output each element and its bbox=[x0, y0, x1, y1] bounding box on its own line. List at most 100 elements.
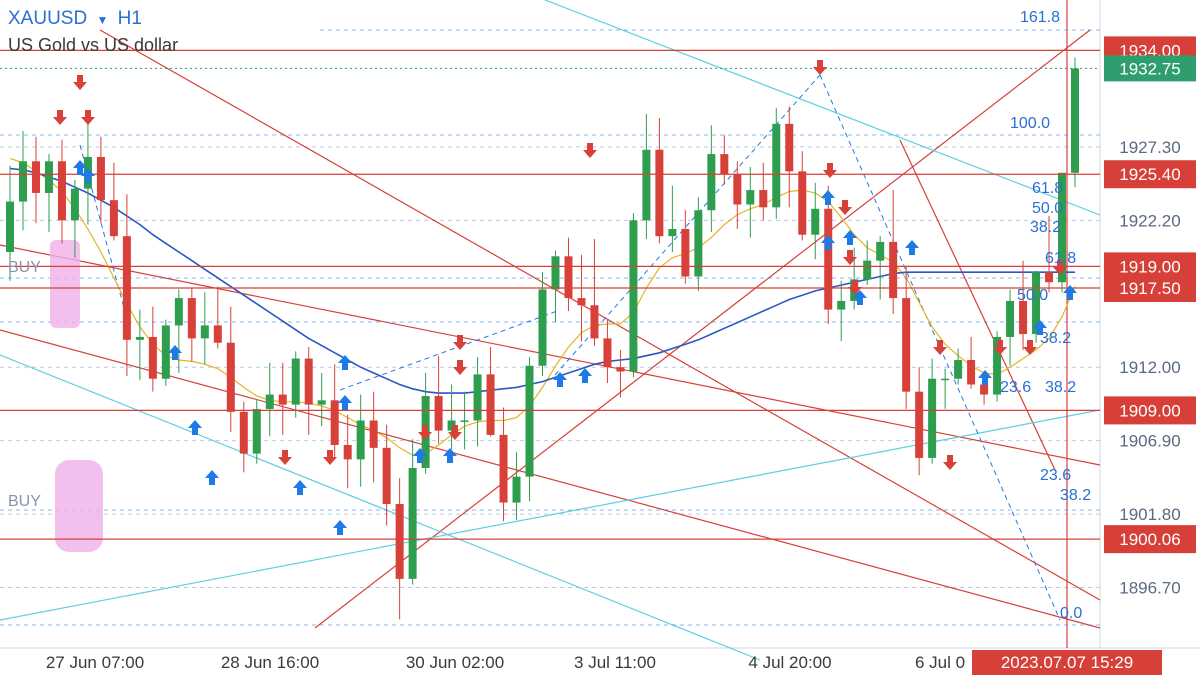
fib-label: 38.2 bbox=[1045, 379, 1076, 396]
buy-signal-icon bbox=[853, 290, 867, 305]
current-price-label: 1932.75 bbox=[1119, 59, 1180, 78]
sell-signal-icon bbox=[933, 340, 947, 355]
candlesticks bbox=[6, 57, 1079, 620]
candle-body bbox=[486, 374, 495, 435]
x-tick-label: 3 Jul 11:00 bbox=[574, 653, 656, 672]
candle-body bbox=[733, 174, 742, 205]
candle-body bbox=[382, 447, 391, 504]
fib-label: 100.0 bbox=[1010, 115, 1050, 132]
price-axis: 1927.30 1922.20 1912.00 1906.90 1901.80 1896.… bbox=[1119, 138, 1180, 598]
candle-body bbox=[226, 342, 235, 412]
candle-body bbox=[915, 391, 924, 458]
candle-body bbox=[642, 149, 651, 221]
candle-body bbox=[499, 434, 508, 503]
candle-body bbox=[759, 190, 768, 208]
candle-body bbox=[967, 360, 976, 385]
buy-signal-icon bbox=[578, 368, 592, 383]
candle-body bbox=[252, 408, 261, 454]
sell-signal-icon bbox=[823, 163, 837, 178]
sell-signal-icon bbox=[993, 340, 1007, 355]
buy-signal-icon bbox=[553, 372, 567, 387]
buy-signal-icon bbox=[188, 420, 202, 435]
timeframe-label: H1 bbox=[117, 8, 142, 29]
symbol-label: XAUUSD bbox=[8, 8, 88, 29]
current-time-tag bbox=[972, 650, 1162, 675]
y-tick-label: 1922.20 bbox=[1119, 211, 1180, 230]
fib-label: 23.6 bbox=[1040, 467, 1071, 484]
trend-line bbox=[899, 139, 1056, 471]
candle-body bbox=[707, 154, 716, 211]
y-tick-label: 1906.90 bbox=[1119, 432, 1180, 451]
candle-body bbox=[343, 444, 352, 460]
symbol-description: US Gold vs US dollar bbox=[8, 35, 179, 55]
y-tick-label: 1896.70 bbox=[1119, 579, 1180, 598]
candle-body bbox=[629, 220, 638, 372]
price-level-tag bbox=[1104, 396, 1196, 425]
candle-body bbox=[564, 256, 573, 299]
buy-signal-icon bbox=[413, 448, 427, 463]
buy-label: BUY bbox=[8, 493, 41, 510]
trade-signals bbox=[53, 60, 1077, 535]
candle-body bbox=[291, 358, 300, 405]
price-level-label: 1925.40 bbox=[1119, 165, 1180, 184]
price-level-tag bbox=[1104, 274, 1196, 302]
candle-body bbox=[798, 171, 807, 235]
fib-label: 50.0 bbox=[1032, 200, 1063, 217]
y-tick-label: 1927.30 bbox=[1119, 138, 1180, 157]
buy-signal-icon bbox=[81, 168, 95, 183]
candle-body bbox=[577, 298, 586, 306]
price-level-label: 1917.50 bbox=[1119, 279, 1180, 298]
candle-body bbox=[902, 298, 911, 392]
sell-signal-icon bbox=[1023, 340, 1037, 355]
sell-signal-icon bbox=[843, 250, 857, 265]
sell-signal-icon bbox=[73, 75, 87, 90]
price-level-label: 1919.00 bbox=[1119, 257, 1180, 276]
channel-line bbox=[544, 0, 1101, 216]
y-tick-label: 1901.80 bbox=[1119, 505, 1180, 524]
candle-body bbox=[395, 504, 404, 579]
candle-body bbox=[785, 123, 794, 172]
candle-body bbox=[1032, 272, 1041, 335]
candle-body bbox=[44, 161, 53, 193]
candle-body bbox=[135, 336, 144, 340]
symbol-header[interactable]: XAUUSD ▼ H1 bbox=[8, 8, 142, 31]
moving-averages bbox=[9, 157, 1076, 456]
candle-body bbox=[980, 384, 989, 395]
candle-body bbox=[551, 256, 560, 290]
candle-body bbox=[694, 210, 703, 277]
candle-body bbox=[200, 325, 209, 339]
sell-signal-icon bbox=[453, 360, 467, 375]
candle-body bbox=[538, 289, 547, 366]
fib-label: 61.8 bbox=[1032, 180, 1063, 197]
candle-body bbox=[1058, 172, 1067, 283]
candle-body bbox=[824, 208, 833, 310]
candle-body bbox=[447, 420, 456, 431]
candle-body bbox=[655, 149, 664, 237]
triangle-down-icon[interactable]: ▼ bbox=[96, 13, 109, 27]
current-price-tag bbox=[1104, 55, 1196, 82]
sell-signal-icon bbox=[1053, 260, 1067, 275]
x-tick-label: 4 Jul 20:00 bbox=[748, 653, 831, 672]
time-axis: 27 Jun 07:00 28 Jun 16:00 30 Jun 02:00 3 Ju… bbox=[46, 650, 1162, 675]
candle-body bbox=[928, 378, 937, 458]
candle-body bbox=[876, 241, 885, 261]
candle-body bbox=[668, 228, 677, 237]
candle-body bbox=[369, 420, 378, 448]
candle-body bbox=[356, 420, 365, 460]
candle-body bbox=[265, 394, 274, 409]
candle-body bbox=[616, 367, 625, 372]
candle-body bbox=[408, 468, 417, 579]
moving-average-line bbox=[9, 167, 1075, 394]
candle-body bbox=[863, 260, 872, 280]
buy-signal-icon bbox=[905, 240, 919, 255]
sell-signal-icon bbox=[323, 450, 337, 465]
candle-body bbox=[889, 241, 898, 299]
buy-signal-icon bbox=[168, 345, 182, 360]
buy-signal-icon bbox=[443, 448, 457, 463]
price-level-label: 1900.06 bbox=[1119, 530, 1180, 549]
candle-body bbox=[954, 360, 963, 379]
x-tick-label: 6 Jul 0 bbox=[915, 653, 965, 672]
candle-body bbox=[512, 476, 521, 503]
trend-line bbox=[0, 329, 1101, 629]
